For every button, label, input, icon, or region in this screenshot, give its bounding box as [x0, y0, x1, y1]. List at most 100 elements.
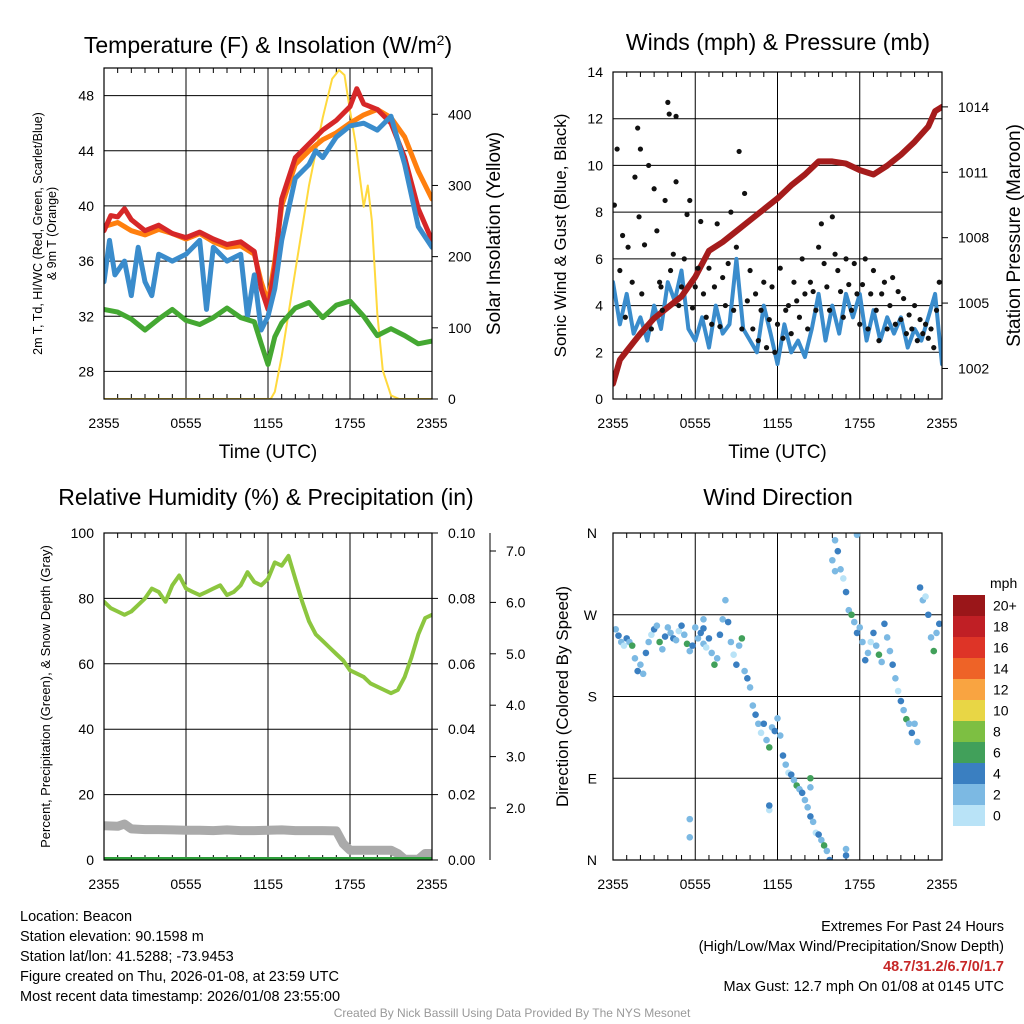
direction-point — [700, 615, 707, 623]
direction-point — [853, 533, 861, 539]
gust-point — [758, 307, 764, 313]
direction-point — [716, 631, 724, 639]
direction-point — [897, 697, 905, 705]
direction-point — [713, 655, 721, 662]
latlon-label: Station lat/lon: 41.5288; -73.9453 — [20, 949, 234, 965]
y2-tick-label: 0.06 — [448, 656, 475, 672]
y-tick-label: 14 — [587, 64, 603, 80]
extremes-values: 48.7/31.2/6.7/0/1.7 — [883, 959, 1004, 975]
gust-point — [725, 260, 731, 267]
direction-point — [848, 611, 855, 619]
direction-point — [686, 815, 694, 823]
gust-point — [774, 321, 781, 327]
gust-point — [714, 221, 720, 227]
extremes-info: Extremes For Past 24 Hours (High/Low/Max… — [699, 917, 1004, 997]
direction-point — [842, 852, 850, 859]
direction-point — [694, 635, 702, 642]
gust-point — [777, 265, 783, 271]
y2-tick-label: 0.08 — [448, 590, 475, 606]
colorbar-label: 12 — [993, 682, 1009, 698]
direction-point — [804, 804, 811, 811]
gust-point — [722, 302, 729, 309]
direction-point — [815, 831, 822, 838]
direction-point — [826, 856, 833, 860]
colorbar-label: 18 — [993, 619, 1009, 635]
direction-point — [634, 667, 641, 675]
direction-point — [856, 624, 864, 631]
gust-point — [657, 279, 663, 285]
direction-point — [911, 720, 918, 728]
gust-point — [709, 321, 715, 327]
y-tick-label: E — [588, 770, 597, 786]
direction-point — [807, 774, 814, 782]
direction-point — [914, 738, 921, 746]
direction-point — [886, 647, 894, 655]
colorbar-swatch — [953, 721, 985, 742]
direction-point — [842, 588, 850, 596]
gust-point — [862, 256, 868, 262]
direction-point — [831, 567, 839, 575]
colorbar-title: mph — [990, 575, 1017, 591]
y2-tick-label: 1011 — [958, 164, 988, 180]
gust-point — [901, 295, 907, 302]
y-tick-label: N — [587, 852, 597, 868]
colorbar-swatch — [953, 700, 985, 721]
direction-point — [631, 655, 639, 662]
direction-point — [779, 752, 787, 759]
y2-tick-label: 0.10 — [448, 525, 475, 541]
gust-point — [925, 335, 931, 341]
y3-tick-label: 2.0 — [506, 800, 526, 816]
direction-point — [859, 638, 866, 646]
gust-point — [733, 244, 739, 250]
x-tick-label: 1755 — [844, 876, 875, 892]
direction-point — [842, 845, 850, 853]
series-line-solar-insolation — [104, 69, 432, 399]
y-axis-label: Sonic Wind & Gust (Blue, Black) — [551, 114, 570, 358]
gust-point — [761, 279, 767, 285]
y-tick-label: 32 — [78, 308, 94, 324]
direction-point — [798, 789, 806, 797]
direction-point — [870, 629, 877, 637]
y2-tick-label: 200 — [448, 249, 472, 265]
direction-point — [883, 634, 891, 641]
gust-point — [911, 302, 918, 309]
gust-point — [695, 265, 701, 271]
y2-tick-label: 1002 — [958, 360, 989, 376]
colorbar-swatch — [953, 595, 985, 616]
gust-point — [854, 291, 860, 297]
direction-point — [672, 636, 680, 644]
x-tick-label: 0555 — [170, 415, 201, 431]
direction-point — [872, 642, 880, 649]
direction-point — [790, 776, 798, 784]
colorbar-swatch — [953, 658, 985, 679]
gust-point — [933, 307, 940, 313]
colorbar-swatch — [953, 784, 985, 805]
chart-title: Winds (mph) & Pressure (mb) — [626, 29, 930, 55]
panel-temp: Temperature (F) & Insolation (W/m2)2355 0… — [31, 32, 505, 463]
created-label: Figure created on Thu, 2026-01-08, at 23… — [20, 969, 339, 985]
gust-point — [728, 209, 734, 215]
gust-point — [837, 288, 844, 295]
direction-point — [894, 687, 902, 695]
x-tick-label: 2355 — [416, 876, 447, 892]
gust-point — [865, 326, 871, 332]
direction-point — [689, 642, 696, 649]
direction-point — [837, 566, 844, 573]
gust-point — [879, 291, 885, 297]
y2-tick-label: 0.00 — [448, 852, 475, 868]
direction-point — [801, 796, 809, 804]
direction-point — [645, 638, 652, 646]
gust-point — [884, 326, 890, 332]
plot-frame — [612, 71, 943, 400]
extremes-subheading: (High/Low/Max Wind/Precipitation/Snow De… — [698, 939, 1004, 955]
gust-point — [813, 307, 819, 313]
gust-point — [617, 267, 623, 274]
direction-point — [680, 631, 688, 639]
direction-point — [933, 629, 940, 637]
gust-point — [619, 232, 626, 239]
gust-point — [840, 314, 846, 320]
colorbar-swatch — [953, 637, 985, 658]
gust-point — [816, 244, 822, 250]
direction-point — [620, 642, 628, 649]
